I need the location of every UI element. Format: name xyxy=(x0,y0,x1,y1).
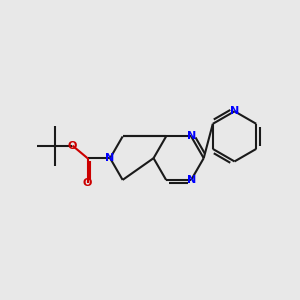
Text: N: N xyxy=(106,153,115,163)
Text: N: N xyxy=(187,131,196,142)
Text: O: O xyxy=(83,178,92,188)
Text: N: N xyxy=(187,175,196,185)
Text: O: O xyxy=(68,141,77,151)
Text: N: N xyxy=(230,106,239,116)
